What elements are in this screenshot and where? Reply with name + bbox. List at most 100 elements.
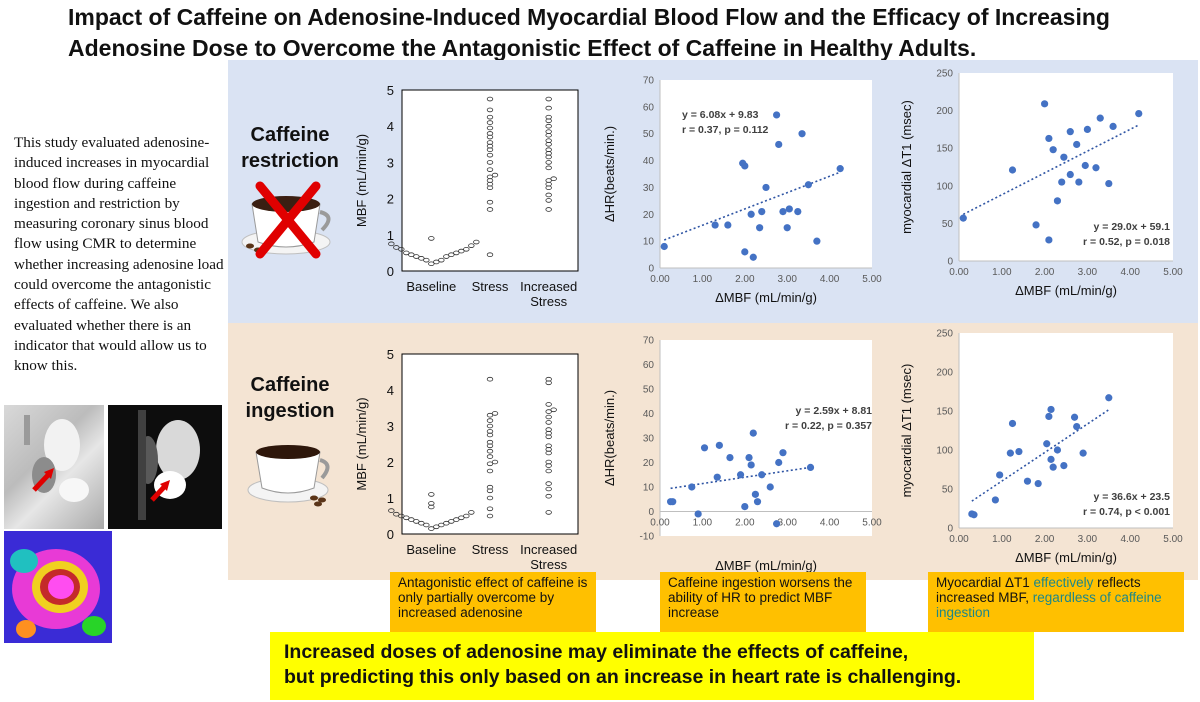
data-point: [1105, 394, 1113, 402]
hr-ingestion-chart: -10 0 10 20 30 40 50 60 70 0.00 1.00 2.00 3.00 4.00 5.…: [602, 336, 882, 574]
data-point: [1109, 122, 1117, 130]
data-point: [1075, 178, 1083, 186]
data-point: [1135, 110, 1143, 118]
data-point: [545, 192, 552, 198]
t1-map-image: [4, 531, 112, 643]
ingestion-label-line-2: ingestion: [245, 400, 335, 422]
hr-restriction-chart: 0 10 20 30 40 50 60 70 0.00 1.00 2.00 3.00 4.00 5.00 Δ…: [602, 76, 882, 306]
data-point: [486, 252, 494, 258]
plot-area: [959, 73, 1173, 261]
data-point: [762, 183, 770, 192]
data-point: [545, 414, 552, 420]
regression-equation: y = 2.59x + 8.81: [796, 405, 873, 417]
data-point: [545, 165, 552, 171]
data-point: [1006, 449, 1014, 457]
data-point: [550, 176, 557, 181]
data-point: [428, 492, 435, 497]
data-point: [428, 236, 435, 241]
x-tick-label: 0.00: [650, 518, 670, 529]
data-point: [486, 199, 494, 205]
x-axis-label: ΔMBF (mL/min/g): [715, 558, 817, 573]
x-tick-label: 1.00: [992, 267, 1012, 278]
restriction-label-line-2: restriction: [241, 150, 339, 172]
x-category-label: Stress: [530, 557, 567, 572]
data-point: [813, 237, 821, 245]
data-point: [798, 130, 806, 138]
data-point: [1053, 197, 1062, 205]
data-point: [463, 246, 470, 252]
y-tick-label: 250: [936, 329, 953, 340]
data-point: [1073, 140, 1081, 149]
data-point: [1047, 455, 1055, 463]
callout-t1-text-2: reflects increased MBF,: [936, 575, 1141, 605]
y-tick-label: 10: [643, 483, 655, 494]
data-point: [473, 239, 480, 245]
data-point: [1081, 161, 1089, 170]
title-line-1: Impact of Caffeine on Adenosine-Induced …: [68, 4, 1110, 30]
page-title: Impact of Caffeine on Adenosine-Induced …: [68, 2, 1188, 64]
x-category-label: Stress: [472, 542, 509, 557]
y-tick-label: 0: [947, 524, 953, 535]
y-tick-label: 0: [648, 507, 654, 518]
data-point: [741, 248, 749, 256]
data-point: [775, 458, 783, 467]
y-tick-label: 70: [643, 336, 655, 347]
x-category-label: Baseline: [406, 542, 456, 557]
regression-stats: r = 0.22, p = 0.357: [785, 420, 872, 432]
data-point: [486, 468, 494, 474]
restriction-label-line-1: Caffeine: [250, 124, 330, 146]
data-point: [486, 114, 494, 120]
data-point: [486, 429, 494, 434]
data-point: [486, 152, 494, 158]
y-tick-label: -10: [640, 532, 655, 543]
data-point: [694, 510, 702, 518]
y-axis-label: MBF (mL/min/g): [354, 397, 369, 490]
x-tick-label: 2.00: [735, 274, 755, 285]
data-point: [836, 165, 844, 173]
data-point: [1045, 134, 1053, 143]
y-tick-label: 1: [387, 491, 394, 506]
y-tick-label: 1: [387, 228, 394, 243]
regression-stats: r = 0.74, p < 0.001: [1083, 506, 1170, 518]
data-point: [393, 511, 400, 517]
data-point: [766, 483, 774, 491]
data-point: [794, 208, 802, 216]
x-tick-label: 0.00: [650, 274, 670, 285]
data-point: [486, 376, 494, 382]
data-point: [486, 140, 494, 145]
x-tick-label: 4.00: [1120, 534, 1140, 545]
data-point: [545, 123, 552, 129]
data-point: [1045, 236, 1053, 244]
y-tick-label: 0: [947, 257, 953, 268]
data-point: [545, 207, 552, 212]
callout-t1-text-1: Myocardial ΔT1: [936, 575, 1034, 590]
data-point: [1023, 477, 1032, 485]
y-tick-label: 0: [387, 527, 394, 542]
data-point: [388, 508, 395, 513]
data-point: [403, 250, 410, 256]
data-point: [545, 198, 552, 203]
data-point: [486, 484, 494, 490]
data-point: [749, 429, 757, 437]
cmr-phase-contrast-image: [4, 405, 104, 529]
x-tick-label: 1.00: [693, 274, 713, 285]
data-point: [741, 162, 749, 170]
data-point: [669, 498, 677, 506]
data-point: [1047, 405, 1055, 414]
data-point: [1105, 179, 1113, 188]
data-point: [491, 172, 499, 178]
data-point: [736, 471, 745, 479]
data-point: [747, 210, 755, 218]
data-point: [545, 468, 552, 474]
x-tick-label: 2.00: [735, 518, 755, 529]
data-point: [486, 513, 494, 519]
data-point: [545, 376, 552, 382]
data-point: [756, 224, 764, 232]
regression-equation: y = 36.6x + 23.5: [1094, 491, 1171, 503]
y-tick-label: 50: [942, 485, 954, 496]
callout-partial-overcome: Antagonistic effect of caffeine is only …: [390, 572, 596, 632]
y-tick-label: 50: [643, 385, 655, 396]
data-point: [486, 167, 494, 172]
x-tick-label: 5.00: [1163, 534, 1183, 545]
y-tick-label: 50: [643, 129, 655, 140]
